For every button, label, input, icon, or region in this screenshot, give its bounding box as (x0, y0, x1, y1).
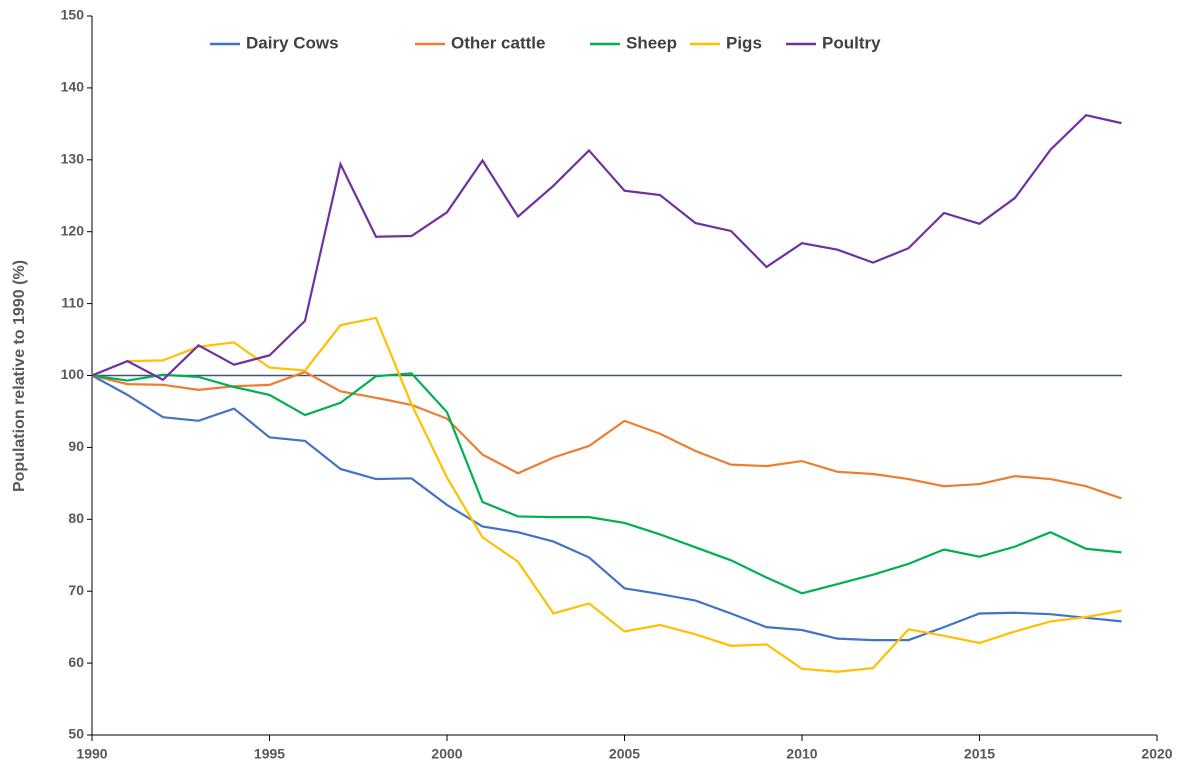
legend-label: Other cattle (451, 33, 545, 52)
legend-label: Dairy Cows (246, 33, 339, 52)
y-tick-label: 100 (61, 366, 85, 382)
y-tick-label: 120 (61, 222, 85, 238)
y-tick-label: 60 (68, 654, 84, 670)
y-tick-label: 80 (68, 510, 84, 526)
x-tick-label: 2005 (609, 746, 640, 762)
x-tick-label: 2000 (431, 746, 462, 762)
series-line (91, 316, 1122, 673)
x-tick-label: 1995 (254, 746, 285, 762)
x-tick-label: 1990 (76, 746, 107, 762)
series-line (91, 372, 1122, 595)
y-tick-label: 140 (61, 79, 85, 95)
y-tick-label: 70 (68, 582, 84, 598)
x-tick-label: 2010 (786, 746, 817, 762)
series-line (91, 370, 1122, 500)
y-tick-label: 50 (68, 726, 84, 742)
y-tick-label: 130 (61, 151, 85, 167)
y-tick-label: 110 (61, 294, 84, 310)
y-tick-label: 90 (68, 438, 84, 454)
series-line (91, 114, 1122, 382)
legend-label: Poultry (822, 33, 881, 52)
series-line (91, 374, 1122, 642)
legend-label: Sheep (626, 33, 677, 52)
x-tick-label: 2020 (1141, 746, 1172, 762)
legend-label: Pigs (726, 33, 762, 52)
x-tick-label: 2015 (964, 746, 995, 762)
y-tick-label: 150 (61, 7, 85, 23)
y-axis-label: Population relative to 1990 (%) (11, 260, 28, 492)
